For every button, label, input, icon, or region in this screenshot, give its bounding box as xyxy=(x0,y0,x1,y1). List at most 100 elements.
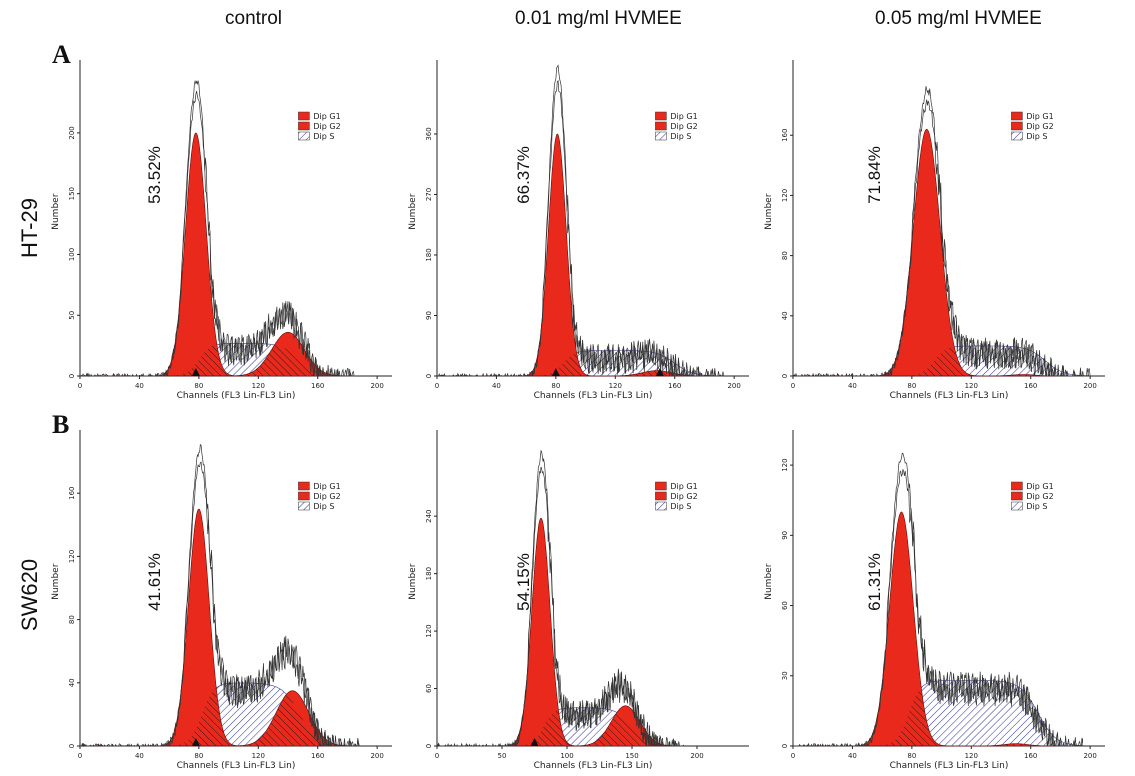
histogram-panel: 0 40 80 120 160 200 0 50 100 150 200 Channels (FL3 … xyxy=(51,60,392,401)
x-tick-label: 40 xyxy=(135,752,144,760)
peak-marker xyxy=(655,368,664,376)
g1-percent-label: 71.84% xyxy=(865,146,884,204)
legend-label: Dip S xyxy=(670,132,691,141)
y-axis-title: Number xyxy=(51,193,61,229)
y-tick-label: 80 xyxy=(68,615,76,624)
column-header-low-dose: 0.01 mg/ml HVMEE xyxy=(515,8,682,29)
g2-s-overlap xyxy=(80,694,360,746)
legend-swatch xyxy=(1011,131,1023,141)
x-tick-label: 160 xyxy=(1024,382,1037,390)
y-tick-label: 160 xyxy=(781,129,789,142)
g1-s-overlap xyxy=(793,346,1091,376)
legend-label: Dip G2 xyxy=(313,122,340,131)
legend-swatch xyxy=(655,121,667,131)
y-tick-label: 0 xyxy=(68,374,76,378)
y-tick-label: 80 xyxy=(781,251,789,260)
y-tick-label: 60 xyxy=(425,684,433,693)
g1-area xyxy=(80,132,355,377)
x-axis-title: Channels (FL3 Lin-FL3 Lin) xyxy=(177,391,296,401)
g2-s-overlap xyxy=(437,712,684,746)
legend-swatch xyxy=(1011,111,1023,121)
peak-marker xyxy=(530,738,539,746)
y-tick-label: 50 xyxy=(68,311,76,320)
y-tick-label: 0 xyxy=(781,744,789,748)
x-tick-label: 40 xyxy=(848,752,857,760)
x-tick-label: 80 xyxy=(907,752,916,760)
y-tick-label: 240 xyxy=(425,509,433,522)
y-axis-title: Number xyxy=(408,563,418,599)
x-tick-label: 200 xyxy=(727,382,740,390)
x-tick-label: 200 xyxy=(1083,382,1096,390)
y-tick-label: 180 xyxy=(425,248,433,261)
legend-label: Dip G1 xyxy=(1026,482,1053,491)
column-header-high-dose: 0.05 mg/ml HVMEE xyxy=(875,8,1042,29)
y-tick-label: 360 xyxy=(425,127,433,140)
y-tick-label: 90 xyxy=(781,531,789,540)
x-tick-label: 80 xyxy=(551,382,560,390)
histogram-panel: 0 40 80 120 160 200 0 90 180 270 360 Channels (FL3 … xyxy=(408,60,749,401)
x-tick-label: 160 xyxy=(668,382,681,390)
g1-percent-label: 66.37% xyxy=(514,146,533,204)
legend-label: Dip G2 xyxy=(313,492,340,501)
y-tick-label: 120 xyxy=(781,189,789,202)
y-tick-label: 120 xyxy=(425,624,433,637)
legend-swatch xyxy=(655,111,667,121)
x-tick-label: 160 xyxy=(311,382,324,390)
y-tick-label: 60 xyxy=(781,601,789,610)
x-axis-title: Channels (FL3 Lin-FL3 Lin) xyxy=(890,761,1009,771)
legend-label: Dip G2 xyxy=(1026,492,1053,501)
legend-label: Dip G1 xyxy=(313,112,340,121)
legend-label: Dip S xyxy=(1026,502,1047,511)
y-tick-label: 180 xyxy=(425,567,433,580)
x-tick-label: 40 xyxy=(492,382,501,390)
legend-label: Dip G1 xyxy=(1026,112,1053,121)
legend-swatch xyxy=(1011,121,1023,131)
x-tick-label: 160 xyxy=(311,752,324,760)
y-tick-label: 0 xyxy=(425,744,433,748)
data-trace xyxy=(79,461,360,747)
y-tick-label: 150 xyxy=(68,187,76,200)
y-axis-title: Number xyxy=(408,193,418,229)
g1-s-overlap xyxy=(437,352,724,376)
y-tick-label: 160 xyxy=(68,487,76,500)
legend-label: Dip G1 xyxy=(670,482,697,491)
x-tick-label: 200 xyxy=(370,752,383,760)
g1-s-overlap xyxy=(437,710,684,746)
x-axis-title: Channels (FL3 Lin-FL3 Lin) xyxy=(534,761,653,771)
g1-percent-label: 54.15% xyxy=(514,553,533,611)
y-tick-label: 120 xyxy=(68,550,76,563)
legend-swatch xyxy=(298,491,310,501)
x-tick-label: 80 xyxy=(194,752,203,760)
g1-percent-label: 61.31% xyxy=(865,553,884,611)
data-trace xyxy=(79,79,355,378)
data-trace xyxy=(792,99,1091,377)
x-tick-label: 100 xyxy=(560,752,573,760)
y-tick-label: 40 xyxy=(781,311,789,320)
row-letter-a: A xyxy=(52,40,71,69)
legend-swatch xyxy=(1011,481,1023,491)
data-trace xyxy=(793,86,1091,377)
legend-swatch xyxy=(1011,501,1023,511)
legend-label: Dip S xyxy=(670,502,691,511)
x-tick-label: 0 xyxy=(435,382,439,390)
legend-label: Dip G2 xyxy=(1026,122,1053,131)
histogram-panel: 0 50 100 150 200 0 60 120 180 240 Channels (FL3 Li… xyxy=(408,430,749,771)
data-trace xyxy=(792,452,1084,747)
x-tick-label: 200 xyxy=(690,752,703,760)
y-tick-label: 120 xyxy=(781,458,789,471)
y-tick-label: 30 xyxy=(781,671,789,680)
row-letter-b: B xyxy=(52,410,70,439)
y-tick-label: 200 xyxy=(68,126,76,139)
x-tick-label: 0 xyxy=(791,382,795,390)
g2-s-overlap xyxy=(793,374,1091,376)
peak-marker xyxy=(191,368,200,376)
y-tick-label: 0 xyxy=(425,374,433,378)
x-tick-label: 120 xyxy=(965,382,978,390)
x-tick-label: 50 xyxy=(498,752,507,760)
x-tick-label: 0 xyxy=(435,752,439,760)
g1-percent-label: 53.52% xyxy=(145,146,164,204)
y-tick-label: 100 xyxy=(68,248,76,261)
x-axis-title: Channels (FL3 Lin-FL3 Lin) xyxy=(177,761,296,771)
legend-label: Dip G2 xyxy=(670,122,697,131)
